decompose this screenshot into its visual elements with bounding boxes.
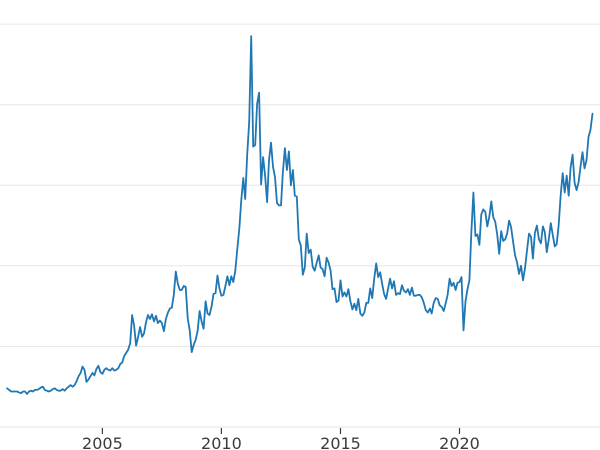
y-gridlines xyxy=(0,23,600,428)
x-tick-label: 2005 xyxy=(82,434,123,450)
x-tick-label: 2020 xyxy=(439,434,480,450)
x-tick-label: 2015 xyxy=(320,434,361,450)
x-tick-label: 2010 xyxy=(201,434,242,450)
price-line xyxy=(6,35,594,395)
x-axis: 2005 2010 2015 2020 xyxy=(82,428,480,450)
